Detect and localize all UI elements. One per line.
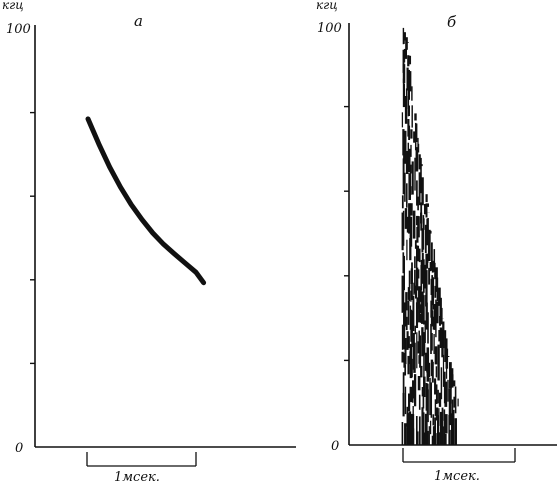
panel-a-curve (85, 116, 207, 286)
panel-b: кгц 100 0 б 1мсек. (316, 0, 557, 483)
panel-a-ytick-top: 100 (6, 22, 31, 37)
panel-b-ytick-bottom: 0 (331, 439, 339, 454)
panel-b-scale-bar-label: 1мсек. (434, 469, 480, 483)
panel-a-scale-bar-label: 1мсек. (114, 470, 160, 483)
panel-b-noise-marks (401, 27, 459, 445)
panel-a-minor-ticks (30, 111, 35, 365)
panel-b-ytick-top: 100 (317, 21, 342, 36)
panel-b-letter: б (447, 13, 457, 31)
panel-b-minor-ticks (344, 105, 349, 362)
panel-a-scale-bar: 1мсек. (86, 452, 197, 483)
panel-a-unit-label: кгц (2, 0, 24, 12)
panel-b-scale-bar: 1мсек. (402, 448, 516, 483)
panel-a-letter: а (134, 12, 143, 30)
panel-a: кгц 100 0 а 1мсек. (2, 0, 296, 483)
panel-a-ytick-bottom: 0 (15, 441, 23, 456)
panel-b-unit-label: кгц (316, 0, 338, 12)
